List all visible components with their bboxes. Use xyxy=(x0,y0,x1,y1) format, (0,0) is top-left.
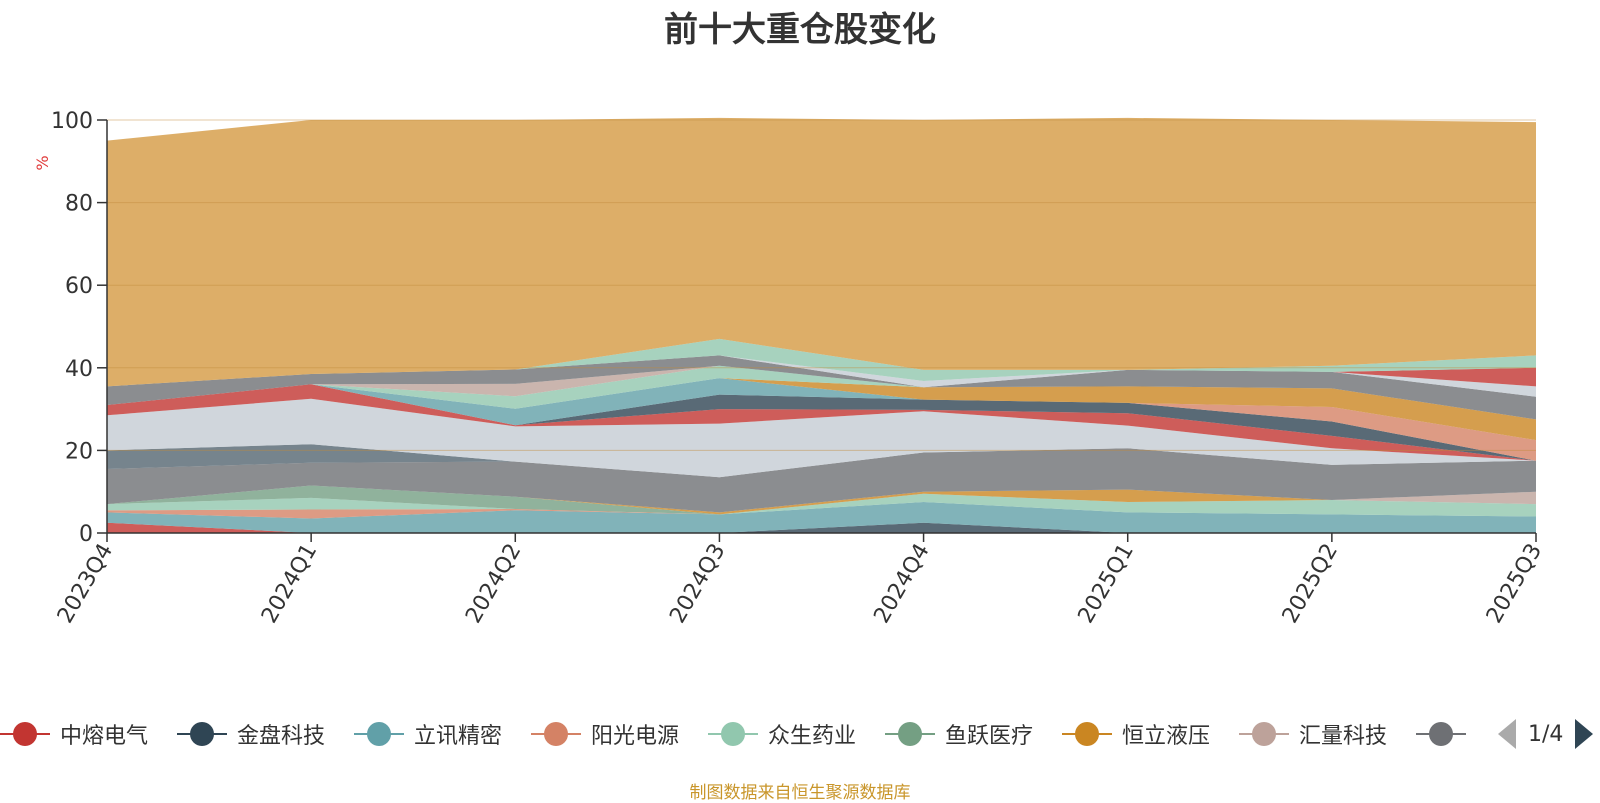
chart-title: 前十大重仓股变化 xyxy=(664,10,936,50)
legend-label: 中熔电气 xyxy=(60,724,149,749)
area-series-6[interactable] xyxy=(107,485,1536,515)
y-tick-label-4: 80 xyxy=(65,192,93,217)
legend: 中熔电气 金盘科技 立讯精密 阳光电源 众生药业 鱼跃医疗 恒立液压 汇量科技 景旺电子 1/4 xyxy=(0,712,1600,756)
legend-label: 立讯精密 xyxy=(414,724,503,749)
area-series-0[interactable] xyxy=(107,522,1536,533)
legend-marker-icon xyxy=(1416,712,1466,756)
area-series-2[interactable] xyxy=(107,502,1536,533)
legend-pager: 1/4 xyxy=(1498,712,1594,756)
legend-label: 金盘科技 xyxy=(237,724,326,749)
x-tick-label-4: 2024Q4 xyxy=(869,540,934,628)
area-layer xyxy=(107,117,1536,533)
legend-marker-icon xyxy=(0,712,50,756)
area-series-5[interactable] xyxy=(107,485,1536,515)
legend-prev-page-icon[interactable] xyxy=(1498,719,1516,749)
legend-item-4[interactable]: 众生药业 xyxy=(708,712,856,756)
legend-item-8[interactable]: 景旺电子 xyxy=(1416,712,1466,756)
y-tick-label-2: 40 xyxy=(65,357,93,382)
legend-item-6[interactable]: 恒立液压 xyxy=(1062,712,1210,756)
legend-item-3[interactable]: 阳光电源 xyxy=(531,712,679,756)
area-series-13[interactable] xyxy=(107,378,1536,461)
legend-label: 阳光电源 xyxy=(591,724,680,749)
area-series-12[interactable] xyxy=(107,384,1536,461)
area-series-18[interactable] xyxy=(107,355,1536,420)
legend-marker-icon xyxy=(531,712,581,756)
legend-marker-icon xyxy=(1062,712,1112,756)
y-tick-label-0: 0 xyxy=(79,522,93,547)
legend-label: 恒立液压 xyxy=(1122,724,1211,749)
legend-items: 中熔电气 金盘科技 立讯精密 阳光电源 众生药业 鱼跃医疗 恒立液压 汇量科技 景旺电子 xyxy=(0,712,1466,756)
legend-item-2[interactable]: 立讯精密 xyxy=(354,712,502,756)
legend-item-5[interactable]: 鱼跃医疗 xyxy=(885,712,1033,756)
y-tick-label-3: 60 xyxy=(65,274,93,299)
legend-marker-icon xyxy=(885,712,935,756)
area-series-21[interactable] xyxy=(107,338,1536,387)
area-series-16[interactable] xyxy=(107,365,1536,420)
y-tick-label-5: 100 xyxy=(51,109,93,134)
area-series-8[interactable] xyxy=(107,448,1536,513)
legend-label: 汇量科技 xyxy=(1299,724,1388,749)
area-series-1[interactable] xyxy=(107,522,1536,533)
legend-item-0[interactable]: 中熔电气 xyxy=(0,712,148,756)
x-tick-label-1: 2024Q1 xyxy=(257,540,322,628)
legend-marker-icon xyxy=(354,712,404,756)
legend-marker-icon xyxy=(1239,712,1289,756)
area-series-3[interactable] xyxy=(107,502,1536,519)
area-series-11[interactable] xyxy=(107,384,1536,461)
source-note: 制图数据来自恒生聚源数据库 xyxy=(689,783,911,803)
y-tick-label-1: 20 xyxy=(65,439,93,464)
x-tick-label-2: 2024Q2 xyxy=(461,540,526,628)
legend-page-indicator: 1/4 xyxy=(1528,721,1564,747)
legend-next-page-icon[interactable] xyxy=(1575,719,1594,749)
x-tick-label-6: 2025Q2 xyxy=(1278,540,1343,628)
x-tick-label-5: 2025Q1 xyxy=(1074,540,1139,628)
area-series-10[interactable] xyxy=(107,398,1536,478)
legend-marker-icon xyxy=(708,712,758,756)
y-axis-unit-label: % xyxy=(33,155,52,170)
x-tick-label-7: 2025Q3 xyxy=(1482,540,1547,628)
area-series-9[interactable] xyxy=(107,444,1536,478)
area-series-22[interactable] xyxy=(107,117,1536,387)
grid-layer xyxy=(107,119,1536,451)
area-series-15[interactable] xyxy=(107,378,1536,441)
legend-marker-icon xyxy=(177,712,227,756)
legend-label: 众生药业 xyxy=(768,724,857,749)
x-tick-label-0: 2023Q4 xyxy=(53,540,118,628)
legend-item-1[interactable]: 金盘科技 xyxy=(177,712,325,756)
legend-label: 鱼跃医疗 xyxy=(945,724,1034,749)
legend-item-7[interactable]: 汇量科技 xyxy=(1239,712,1387,756)
area-series-4[interactable] xyxy=(107,493,1536,517)
x-tick-label-3: 2024Q3 xyxy=(665,540,730,628)
